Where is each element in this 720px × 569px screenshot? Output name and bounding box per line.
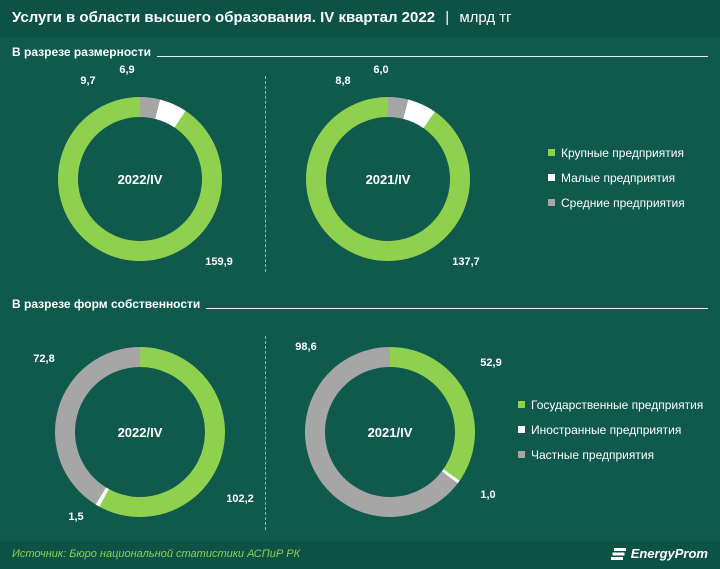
legend-item-medium: Средние предприятия <box>548 190 685 215</box>
data-label: 1,5 <box>68 511 83 523</box>
header-bar: Услуги в области высшего образования. IV… <box>0 0 720 38</box>
segment-small <box>155 99 186 128</box>
data-label: 6,0 <box>373 64 388 76</box>
donut-chart-1: 2022/IV 159,9 9,7 6,9 <box>57 64 233 268</box>
segment-foreign <box>95 487 110 507</box>
section-2-divider <box>12 308 708 309</box>
data-label: 98,6 <box>295 341 316 353</box>
segment-state <box>99 347 225 517</box>
legend-item-small: Малые предприятия <box>548 165 685 190</box>
title-text: Услуги в области высшего образования. IV… <box>12 9 436 26</box>
legend-swatch <box>518 451 525 458</box>
legend-item-large: Крупные предприятия <box>548 140 685 165</box>
legend-label: Крупные предприятия <box>561 145 684 160</box>
segment-small <box>403 99 435 129</box>
legend-label: Иностранные предприятия <box>531 422 682 437</box>
footer-bar: Источник: Бюро национальной статистики А… <box>0 541 720 569</box>
source-note: Источник: Бюро национальной статистики А… <box>12 548 301 560</box>
legend-swatch <box>548 199 555 206</box>
center-label: 2021/IV <box>366 172 411 187</box>
legend-size: Крупные предприятия Малые предприятия Ср… <box>548 140 685 215</box>
segment-state <box>390 347 475 481</box>
data-label: 9,7 <box>80 75 95 87</box>
data-label: 1,0 <box>480 489 495 501</box>
legend-swatch <box>548 174 555 181</box>
data-label: 137,7 <box>452 256 480 268</box>
segment-medium <box>140 97 160 119</box>
chart-title: Услуги в области высшего образования. IV… <box>12 9 512 26</box>
energyprom-logo-icon <box>610 547 626 560</box>
legend-label: Малые предприятия <box>561 170 676 185</box>
data-label: 159,9 <box>205 256 233 268</box>
center-label: 2022/IV <box>118 172 163 187</box>
section-2-label: В разрезе форм собственности <box>12 297 207 311</box>
data-label: 72,8 <box>33 353 54 365</box>
legend-label: Частные предприятия <box>531 447 655 462</box>
section-1-label: В разрезе размерности <box>12 45 157 59</box>
divider-dashed-1 <box>265 76 266 272</box>
legend-item-foreign: Иностранные предприятия <box>518 417 703 442</box>
center-label: 2021/IV <box>368 425 413 440</box>
legend-item-state: Государственные предприятия <box>518 392 703 417</box>
data-label: 6,9 <box>119 64 134 76</box>
data-label: 102,2 <box>226 493 254 505</box>
section-1-divider <box>12 56 708 57</box>
title-separator: | <box>445 9 450 26</box>
legend-swatch <box>518 401 525 408</box>
center-label: 2022/IV <box>118 425 163 440</box>
legend-ownership: Государственные предприятия Иностранные … <box>518 392 703 467</box>
segment-private <box>55 347 141 505</box>
donut-chart-2: 2021/IV 137,7 8,8 6,0 <box>306 64 480 268</box>
segment-medium <box>388 97 409 119</box>
brand-logo: EnergyProm <box>610 546 708 561</box>
data-label: 52,9 <box>480 357 501 369</box>
legend-swatch <box>518 426 525 433</box>
legend-label: Средние предприятия <box>561 195 685 210</box>
logo-text: EnergyProm <box>630 546 708 561</box>
legend-item-private: Частные предприятия <box>518 442 703 467</box>
legend-swatch <box>548 149 555 156</box>
divider-dashed-2 <box>265 336 266 530</box>
donut-chart-3: 2022/IV 102,2 1,5 72,8 <box>33 347 254 523</box>
segment-foreign <box>441 469 460 484</box>
data-label: 8,8 <box>335 75 350 87</box>
legend-label: Государственные предприятия <box>531 397 704 412</box>
donut-chart-4: 2021/IV 52,9 1,0 98,6 <box>295 341 502 517</box>
title-unit: млрд тг <box>459 9 512 26</box>
